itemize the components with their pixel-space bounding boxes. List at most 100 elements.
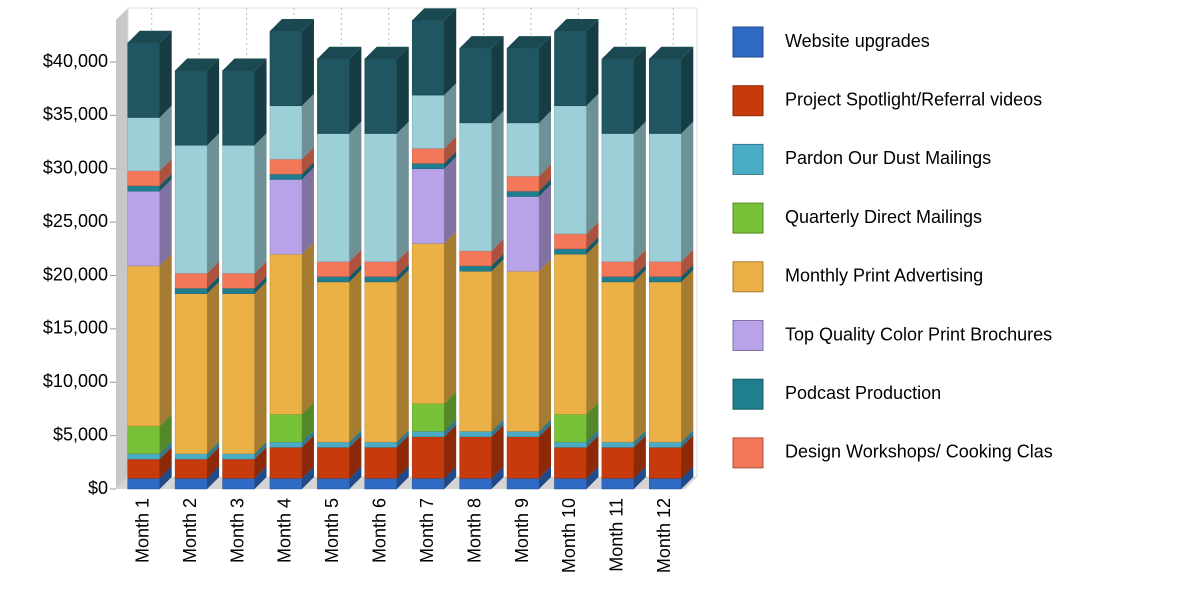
bar-side [444,231,457,404]
bar-side [254,58,267,146]
bar-front [601,133,635,262]
bar-segment [317,121,362,262]
bar-side [491,36,504,123]
bar-front [459,478,492,490]
bar-side [301,162,314,180]
bar-top [222,58,267,71]
bar-side [633,269,646,443]
bar-side [491,253,504,272]
bar-front [317,281,350,443]
bar-side [159,179,172,266]
bar-side [159,441,172,460]
bar-side [586,466,599,489]
bar-top [649,46,694,59]
bar-side [444,466,457,489]
bar-side [349,264,362,282]
bar-segment [506,184,552,272]
x-tick-label: Month 5 [322,498,342,563]
x-tick-label: Month 8 [464,498,484,563]
bar-side [301,435,314,479]
bar-front [364,478,398,490]
bar-side [159,173,172,192]
x-tick-label: Month 3 [227,498,247,563]
y-tick-label: $15,000 [43,318,108,338]
bar-side [396,264,409,282]
bar-side [444,136,457,164]
bar-side [539,110,552,177]
bar-side [586,435,599,479]
bar-top [175,58,220,71]
bar-front [649,447,682,479]
bar-segment [127,253,172,427]
bar-front [649,276,682,283]
bar-side [207,58,220,146]
bar-front [317,58,350,134]
bar-side [539,179,552,197]
bar-side [301,167,314,255]
y-tick-label: $0 [88,478,108,498]
bar-front [554,233,587,250]
bar-side [444,391,457,432]
bar-front [269,173,303,180]
bar-side [396,430,409,448]
bar-side [301,402,314,443]
bar-front [269,253,303,415]
bar-side [301,430,314,448]
bar-front [411,20,445,96]
bar-front [269,105,303,160]
bar-front [127,42,160,118]
bar-side [633,249,646,277]
legend-label: Top Quality Color Print Brochures [785,324,1052,344]
bar-segment [601,269,646,443]
y-tick-label: $5,000 [53,424,108,444]
bar-front [317,478,350,490]
bar-front [317,261,350,277]
bar-front [222,70,255,146]
bar-side [349,46,362,134]
bar-top [507,36,552,49]
bar-front [459,431,492,437]
bar-front [174,145,208,274]
bar-front [127,478,160,490]
bar-side [633,46,646,134]
legend-swatch [732,202,764,234]
bar-side [254,466,267,489]
bar-side [681,121,694,262]
bar-segment [411,231,457,404]
bar-segment [127,179,172,267]
bar-front [459,47,492,124]
y-tick-label: $25,000 [43,211,108,231]
bar-side [207,441,220,460]
x-tick-label: Month 1 [132,498,152,563]
bar-front [506,436,540,479]
bar-segment [222,281,267,455]
bar-side [491,110,504,251]
bar-side [586,221,599,249]
bar-front [222,288,255,294]
bar-front [317,441,350,448]
bar-side [159,253,172,427]
bar-front [127,170,160,187]
bar-segment [174,281,220,455]
bar-front [411,436,445,479]
bar-front [364,58,398,134]
bar-side [539,164,552,192]
bar-segment [411,8,457,96]
bar-front [554,248,587,255]
bar-front [174,273,208,289]
x-tick-label: Month 10 [559,498,579,573]
bar-side [254,133,267,274]
bar-side [586,430,599,448]
bar-front [222,145,255,274]
bar-side [396,435,409,479]
bar-side [491,419,504,437]
bar-front [506,478,540,490]
bar-segment [601,121,646,262]
bar-front [411,478,445,490]
bar-segment [269,242,314,415]
y-tick-label: $10,000 [43,371,108,391]
bar-front [601,58,635,134]
x-tick-label: Month 7 [417,498,437,563]
bar-front [127,425,160,455]
bar-front [506,175,540,192]
